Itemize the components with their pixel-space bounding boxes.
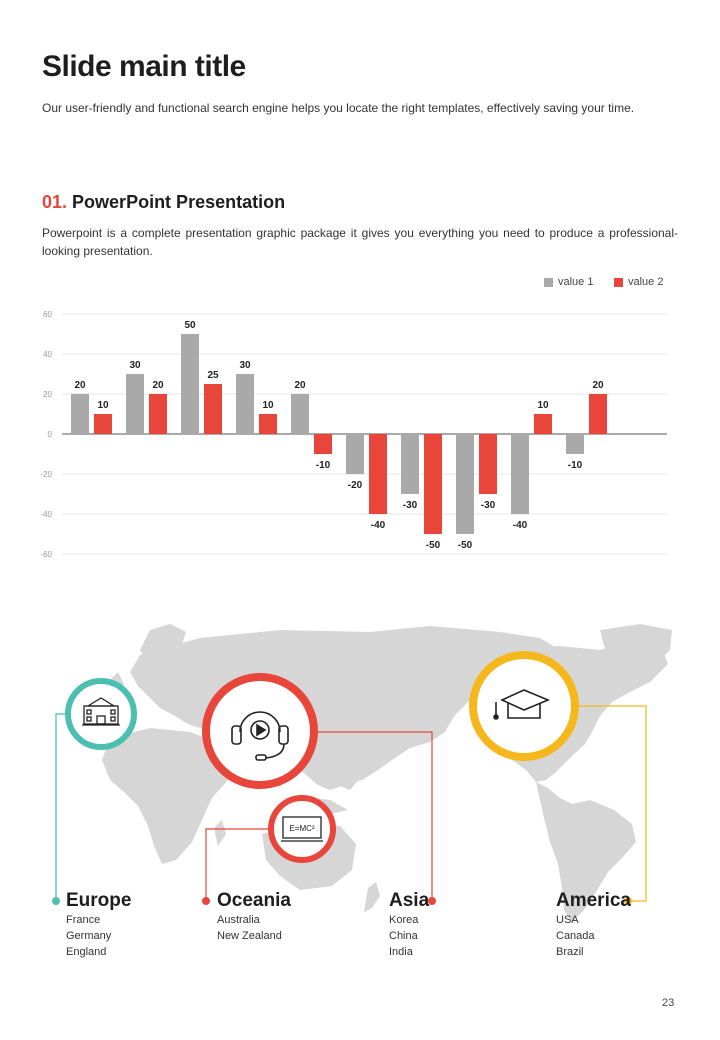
bar-value2 [204, 384, 222, 434]
region-europe-name: Europe [66, 890, 132, 911]
bar-value1 [181, 334, 199, 434]
bar-value2 [149, 394, 167, 434]
asia-connector-line [318, 731, 433, 901]
region-america-item: Canada [556, 930, 595, 942]
bar-value2 [314, 434, 332, 454]
region-asia-name: Asia [389, 890, 430, 911]
region-asia: Asia Korea China India [389, 890, 429, 960]
europe-badge [65, 678, 137, 750]
formula-text: E=MC² [289, 824, 314, 833]
region-asia-item: China [389, 930, 418, 942]
bar-value1 [566, 434, 584, 454]
data-label: -50 [458, 540, 473, 551]
region-asia-item: India [389, 946, 413, 958]
america-connector-line [578, 705, 647, 902]
bar-value1 [401, 434, 419, 494]
data-label: -40 [371, 520, 386, 531]
data-label: 20 [74, 380, 86, 391]
headphones-play-icon [231, 711, 289, 761]
data-label: -20 [348, 480, 363, 491]
region-asia-item: Korea [389, 914, 419, 926]
data-label: 10 [537, 400, 549, 411]
formula-board-icon: E=MC² [281, 816, 323, 842]
section-title: 01. PowerPoint Presentation [42, 192, 285, 213]
region-europe-item: France [66, 914, 101, 926]
data-label: -10 [316, 460, 331, 471]
school-building-icon [82, 697, 120, 726]
y-tick-label: -60 [40, 550, 52, 559]
oceania-connector-dot [202, 897, 210, 905]
data-label: 10 [97, 400, 109, 411]
region-america-name: America [556, 890, 631, 911]
section-title-text: PowerPoint Presentation [72, 192, 286, 212]
data-label: 50 [184, 320, 196, 331]
data-label: -10 [568, 460, 583, 471]
europe-connector-line [55, 713, 66, 901]
europe-connector-dot [52, 897, 60, 905]
legend-swatch-value2 [614, 277, 623, 287]
bar-value1 [126, 374, 144, 434]
region-oceania-item: New Zealand [217, 930, 282, 942]
bar-value1 [291, 394, 309, 434]
data-label: 20 [294, 380, 306, 391]
oceania-connector-line [205, 828, 270, 901]
america-badge [469, 651, 579, 761]
bar-chart: 60 40 20 0 -20 -40 -60 20 30 50 30 20 -20 -30 -50 -40 -1… [40, 310, 667, 559]
asia-connector-dot [428, 897, 436, 905]
section-number: 01. [42, 192, 68, 212]
legend-label-value1: value 1 [558, 276, 594, 288]
region-america-item: USA [556, 914, 579, 926]
data-label: 10 [262, 400, 274, 411]
bar-value1 [236, 374, 254, 434]
bar-value1 [346, 434, 364, 474]
data-label: -30 [403, 500, 418, 511]
y-tick-label: 60 [43, 310, 52, 319]
asia-badge [202, 673, 318, 789]
bar-value1 [456, 434, 474, 534]
graduation-cap-icon [493, 689, 551, 720]
region-europe-item: England [66, 946, 107, 958]
data-label: -30 [481, 500, 496, 511]
bar-value2 [369, 434, 387, 514]
data-label: 20 [152, 380, 164, 391]
page-subtitle: Our user-friendly and functional search … [42, 101, 635, 115]
america-connector-dot [624, 897, 632, 905]
oceania-badge: E=MC² [268, 795, 336, 863]
data-label: 20 [592, 380, 604, 391]
y-tick-label: 0 [48, 430, 53, 439]
page-title: Slide main title [42, 50, 246, 83]
legend-item-value1: value 1 [544, 276, 593, 288]
section-description: Powerpoint is a complete presentation gr… [42, 226, 678, 258]
data-label: 25 [207, 370, 219, 381]
legend-swatch-value1 [544, 277, 553, 287]
region-america: America USA Canada Brazil [556, 890, 631, 960]
data-label: -50 [426, 540, 441, 551]
region-america-item: Brazil [556, 946, 584, 958]
bar-value2 [259, 414, 277, 434]
bar-value2 [94, 414, 112, 434]
bar-value2 [589, 394, 607, 434]
bar-value1 [71, 394, 89, 434]
data-label: -40 [513, 520, 528, 531]
bar-value2 [424, 434, 442, 534]
data-label: 30 [129, 360, 141, 371]
region-oceania-name: Oceania [217, 890, 291, 911]
y-tick-label: 20 [43, 390, 52, 399]
bar-value1 [511, 434, 529, 514]
region-oceania: Oceania Australia New Zealand [217, 890, 291, 944]
legend-label-value2: value 2 [628, 276, 664, 288]
region-europe-item: Germany [66, 930, 112, 942]
y-tick-label: -20 [40, 470, 52, 479]
data-label: 30 [239, 360, 251, 371]
region-europe: Europe France Germany England [66, 890, 131, 960]
page-number: 23 [662, 997, 675, 1009]
y-tick-label: -40 [40, 510, 52, 519]
bar-value2 [479, 434, 497, 494]
legend-item-value2: value 2 [614, 276, 663, 288]
y-tick-label: 40 [43, 350, 52, 359]
region-oceania-item: Australia [217, 914, 260, 926]
bar-value2 [534, 414, 552, 434]
